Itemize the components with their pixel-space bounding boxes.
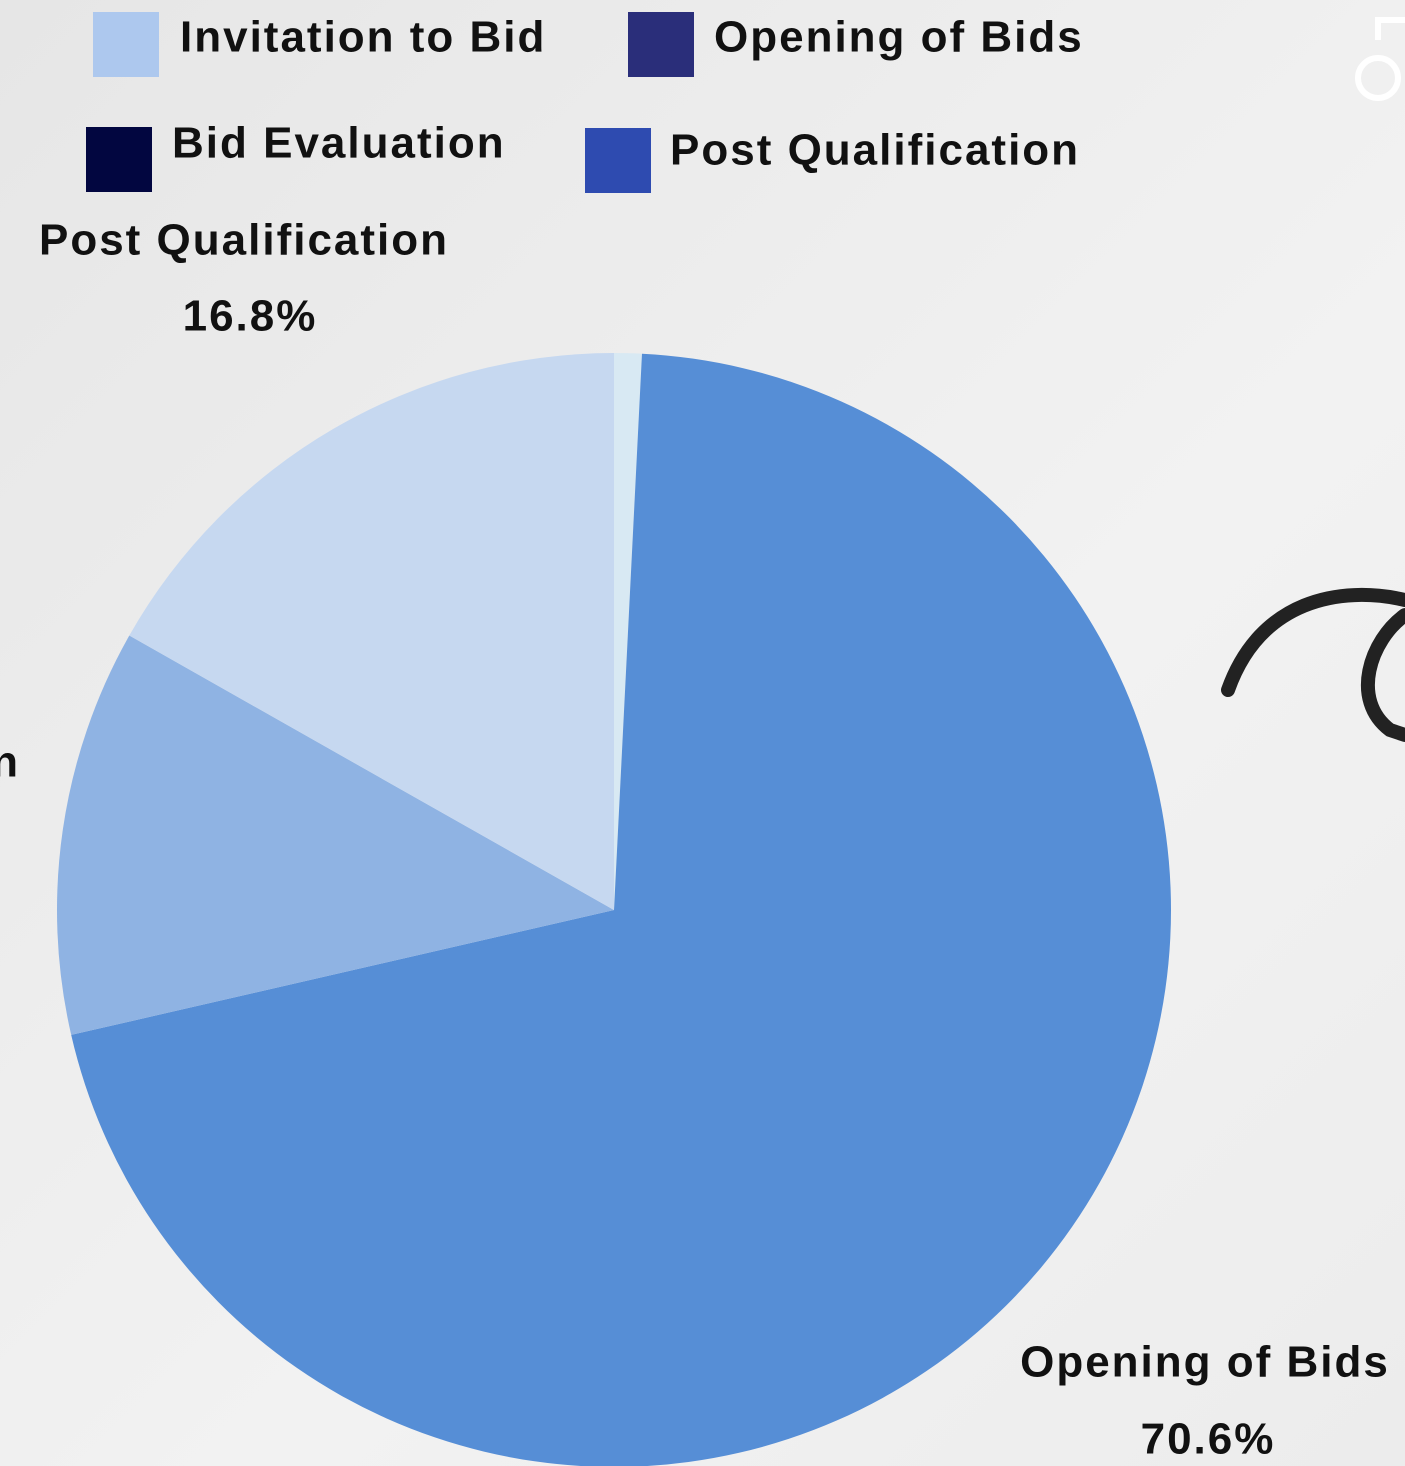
legend-label: Bid Evaluation	[172, 119, 506, 168]
decoration	[1221, 588, 1405, 742]
legend-swatch	[585, 128, 651, 193]
data-label-name: Bid Evaluation	[0, 738, 20, 787]
legend-swatch	[628, 12, 694, 77]
pie-slice	[56, 635, 615, 1035]
data-label-name: Post Qualification	[39, 216, 449, 265]
data-label-name: Opening of Bids	[1020, 1338, 1390, 1387]
data-label-value: 70.6%	[1141, 1415, 1276, 1464]
legend-swatch	[93, 12, 159, 77]
legend-swatch	[86, 127, 152, 192]
gear-icon	[1355, 17, 1405, 101]
legend-label: Post Qualification	[670, 126, 1080, 175]
legend-label: Invitation to Bid	[180, 13, 546, 62]
pie-slice	[614, 353, 642, 910]
pie-slice	[71, 353, 1171, 1466]
legend-label: Opening of Bids	[714, 13, 1084, 62]
data-label-value: 16.8%	[183, 292, 318, 341]
pie-slice	[129, 353, 614, 910]
